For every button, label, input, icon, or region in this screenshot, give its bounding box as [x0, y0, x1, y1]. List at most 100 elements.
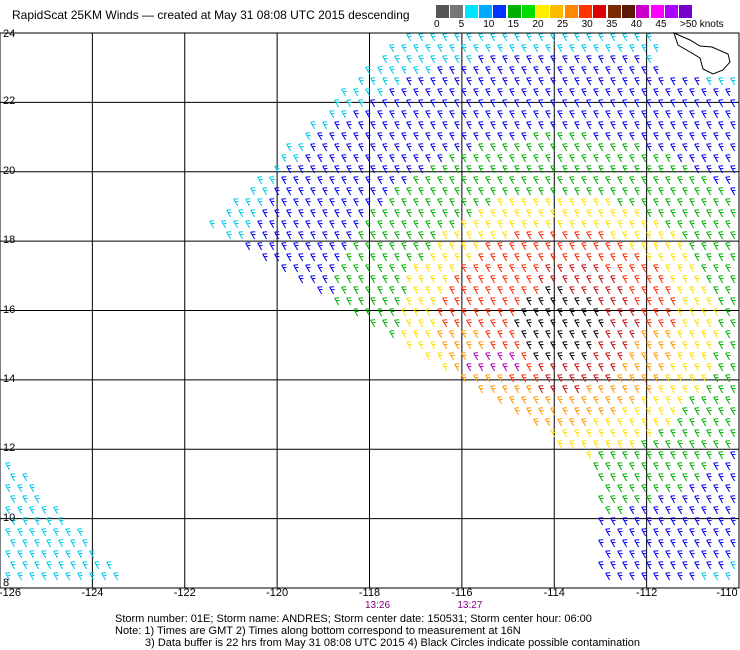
wind-barb: [442, 209, 448, 218]
wind-barb: [322, 231, 328, 240]
wind-barb: [706, 539, 712, 548]
wind-barb: [389, 132, 395, 141]
wind-barb: [401, 330, 407, 339]
wind-barb: [629, 198, 635, 207]
wind-barb: [233, 198, 239, 207]
wind-barb: [334, 99, 340, 108]
wind-barb: [617, 308, 623, 317]
map-frame: [0, 32, 740, 589]
wind-barb: [430, 33, 436, 42]
wind-barb: [473, 66, 479, 75]
wind-barb: [425, 286, 431, 295]
wind-barb: [622, 561, 628, 570]
wind-barb: [629, 110, 635, 119]
wind-barb: [701, 198, 707, 207]
wind-barb: [401, 88, 407, 97]
wind-barb: [466, 297, 472, 306]
wind-barb: [454, 231, 460, 240]
legend-swatch: [664, 5, 678, 18]
wind-barb: [329, 220, 335, 229]
wind-barb: [574, 385, 580, 394]
wind-barb: [502, 341, 508, 350]
wind-barb: [682, 473, 688, 482]
wind-barb: [629, 440, 635, 449]
wind-barb: [682, 539, 688, 548]
wind-barb: [322, 253, 328, 262]
wind-barb: [521, 44, 527, 53]
wind-barb: [598, 187, 604, 196]
wind-barb: [305, 154, 311, 163]
wind-barb: [718, 385, 724, 394]
wind-barb: [334, 253, 340, 262]
wind-barb: [514, 143, 520, 152]
wind-barb: [293, 176, 299, 185]
wind-barb: [29, 550, 35, 559]
wind-barb: [665, 418, 671, 427]
wind-barb: [550, 231, 556, 240]
wind-barb: [605, 154, 611, 163]
wind-barb: [545, 44, 551, 53]
wind-barb: [334, 209, 340, 218]
wind-barb: [17, 572, 23, 581]
wind-barb: [41, 550, 47, 559]
wind-barb: [646, 187, 652, 196]
wind-barb: [430, 319, 436, 328]
wind-barb: [670, 429, 676, 438]
wind-barb: [718, 143, 724, 152]
wind-barb: [634, 187, 640, 196]
wind-barb: [466, 341, 472, 350]
wind-barb: [569, 132, 575, 141]
wind-barb: [466, 231, 472, 240]
wind-barb: [65, 528, 71, 537]
wind-barb: [610, 319, 616, 328]
wind-barb: [490, 55, 496, 64]
wind-barb: [365, 88, 371, 97]
wind-barb: [682, 297, 688, 306]
wind-barb: [730, 495, 736, 504]
wind-barb: [437, 132, 443, 141]
wind-barb: [605, 88, 611, 97]
wind-barb: [401, 264, 407, 273]
wind-barb: [461, 198, 467, 207]
wind-barb: [713, 462, 719, 471]
wind-barb: [418, 99, 424, 108]
wind-barb: [281, 220, 287, 229]
wind-barb: [478, 143, 484, 152]
wind-barb: [641, 462, 647, 471]
wind-barb: [341, 154, 347, 163]
wind-barb: [473, 110, 479, 119]
wind-barb: [713, 198, 719, 207]
wind-barb: [694, 187, 700, 196]
wind-barb: [658, 209, 664, 218]
lat-tick-label: 16: [3, 303, 16, 316]
wind-barb: [353, 308, 359, 317]
wind-barb: [478, 187, 484, 196]
wind-barb: [382, 209, 388, 218]
wind-barb: [725, 330, 731, 339]
wind-barb: [569, 242, 575, 251]
wind-barb: [29, 506, 35, 515]
wind-barb: [550, 275, 556, 284]
wind-barb: [406, 231, 412, 240]
wind-barb: [454, 297, 460, 306]
wind-barb: [497, 308, 503, 317]
wind-barb: [622, 121, 628, 130]
wind-barb: [454, 209, 460, 218]
wind-barb: [526, 341, 532, 350]
wind-barb: [622, 33, 628, 42]
wind-barb: [682, 187, 688, 196]
wind-barb: [665, 132, 671, 141]
wind-barb: [653, 286, 659, 295]
wind-barb: [370, 275, 376, 284]
wind-barb: [526, 33, 532, 42]
wind-barb: [358, 275, 364, 284]
wind-barb: [401, 176, 407, 185]
wind-barb: [533, 132, 539, 141]
wind-barb: [401, 286, 407, 295]
wind-barb: [545, 66, 551, 75]
wind-barb: [502, 385, 508, 394]
wind-barb: [670, 517, 676, 526]
wind-barb: [725, 264, 731, 273]
wind-barb: [629, 330, 635, 339]
wind-barb: [670, 275, 676, 284]
